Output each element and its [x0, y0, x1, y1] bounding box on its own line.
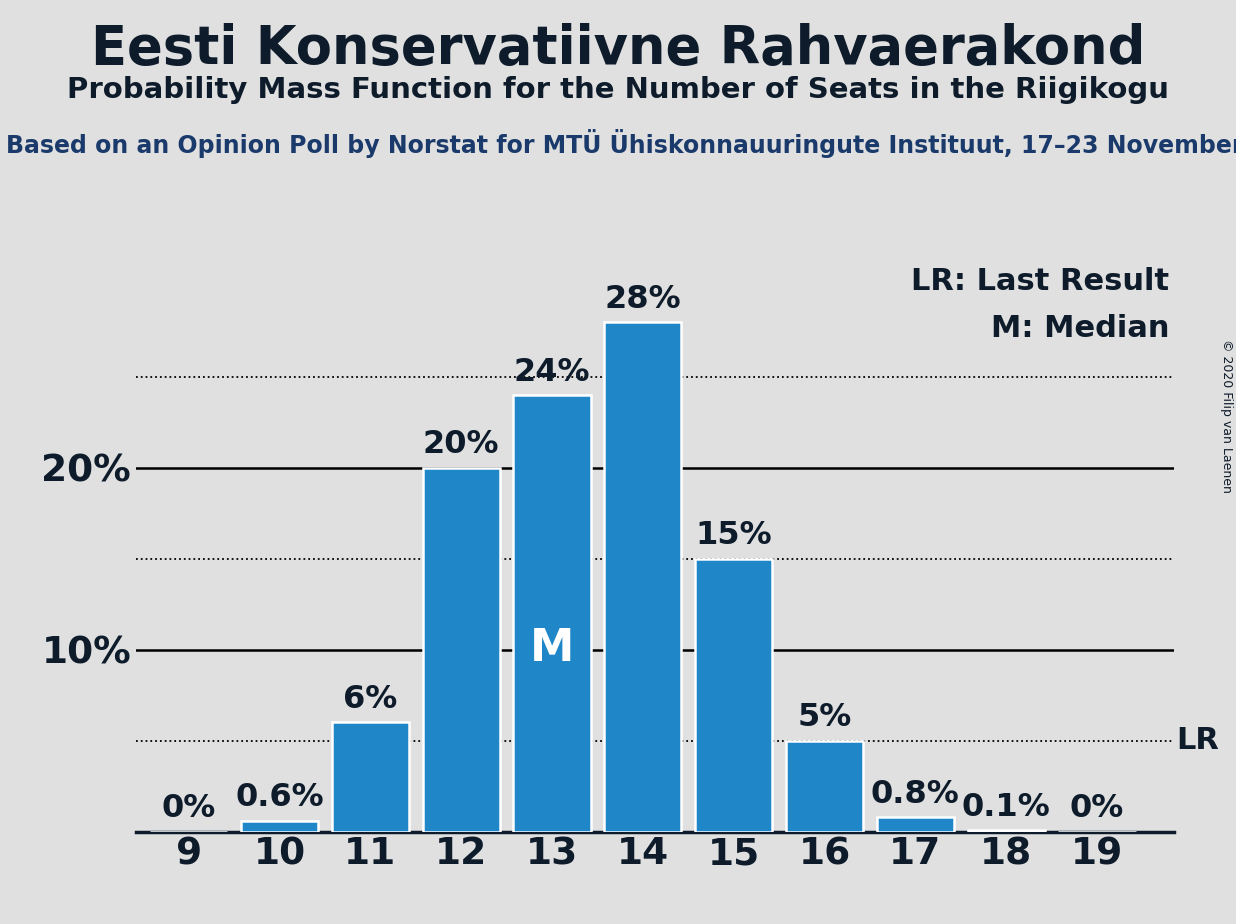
Text: 6%: 6%: [344, 684, 398, 715]
Bar: [331, 723, 409, 832]
Text: 15%: 15%: [696, 520, 772, 552]
Text: 0%: 0%: [162, 794, 216, 824]
Text: Probability Mass Function for the Number of Seats in the Riigikogu: Probability Mass Function for the Number…: [67, 76, 1169, 103]
Bar: [513, 395, 591, 832]
Text: Based on an Opinion Poll by Norstat for MTÜ Ühiskonnauuringute Instituut, 17–23 : Based on an Opinion Poll by Norstat for …: [6, 129, 1236, 158]
Text: 0.8%: 0.8%: [871, 779, 959, 809]
Bar: [786, 741, 863, 832]
Bar: [876, 817, 954, 832]
Text: 24%: 24%: [514, 357, 591, 388]
Text: LR: Last Result: LR: Last Result: [911, 267, 1169, 296]
Text: Eesti Konservatiivne Rahvaerakond: Eesti Konservatiivne Rahvaerakond: [90, 23, 1146, 75]
Bar: [968, 830, 1044, 832]
Text: 5%: 5%: [797, 702, 852, 734]
Bar: [241, 821, 318, 832]
Text: 0.1%: 0.1%: [962, 792, 1051, 822]
Bar: [604, 322, 681, 832]
Bar: [695, 559, 772, 832]
Text: M: Median: M: Median: [990, 313, 1169, 343]
Text: M: M: [530, 626, 575, 670]
Text: 0%: 0%: [1070, 794, 1124, 824]
Text: © 2020 Filip van Laenen: © 2020 Filip van Laenen: [1220, 339, 1232, 492]
Text: 28%: 28%: [604, 284, 681, 315]
Text: 20%: 20%: [423, 430, 499, 460]
Text: LR: LR: [1177, 726, 1219, 755]
Bar: [423, 468, 499, 832]
Text: 0.6%: 0.6%: [235, 783, 324, 813]
